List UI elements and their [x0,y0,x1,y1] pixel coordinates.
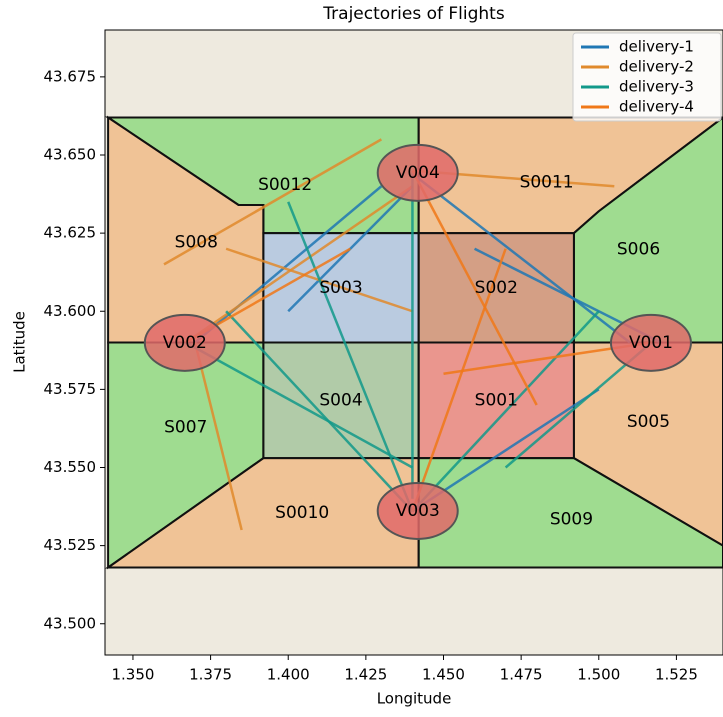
chart: S0012 S0011 S008 S006 S003 S002 S007 S004 S001 S0… [0,0,723,713]
vertiport-label: V003 [396,501,440,521]
y-tick-label: 43.550 [44,458,97,476]
sector-label: S007 [164,418,207,438]
sector-label: S003 [319,278,362,298]
legend-label: delivery-2 [619,58,694,76]
sector-label: S004 [319,390,362,410]
y-tick-label: 43.575 [44,380,97,398]
chart-title: Trajectories of Flights [322,4,505,24]
sector-label: S0011 [520,173,574,193]
y-tick-label: 43.525 [44,536,97,554]
legend-label: delivery-4 [619,98,694,116]
x-tick-label: 1.350 [111,666,154,684]
x-tick-label: 1.475 [500,666,543,684]
sector-label: S008 [175,233,218,253]
sector-label: S001 [475,390,518,410]
vertiport-label: V002 [163,333,207,353]
sector-label: S002 [475,278,518,298]
x-tick-label: 1.375 [189,666,232,684]
x-tick-label: 1.425 [344,666,387,684]
x-tick-label: 1.500 [577,666,620,684]
sector-label: S005 [627,412,670,432]
sector-label: S0010 [275,503,329,523]
legend-label: delivery-3 [619,78,694,96]
sector-label: S009 [550,509,593,529]
plot-area: S0012 S0011 S008 S006 S003 S002 S007 S004 S001 S0… [108,118,723,568]
y-tick-label: 43.500 [44,614,97,632]
x-tick-label: 1.525 [655,666,698,684]
y-tick-label: 43.600 [44,302,97,320]
x-axis-label: Longitude [377,690,452,708]
vertiport-label: V001 [629,333,673,353]
y-tick-label: 43.675 [44,67,97,85]
legend: delivery-1 delivery-2 delivery-3 delivery-4 [573,33,721,121]
sector-label: S0012 [258,175,312,195]
y-tick-label: 43.650 [44,146,97,164]
y-axis-label: Latitude [11,311,29,373]
x-tick-label: 1.400 [267,666,310,684]
sector-label: S006 [617,239,660,259]
legend-label: delivery-1 [619,38,694,56]
y-tick-label: 43.625 [44,224,97,242]
x-tick-label: 1.450 [422,666,465,684]
vertiport-label: V004 [396,163,440,183]
